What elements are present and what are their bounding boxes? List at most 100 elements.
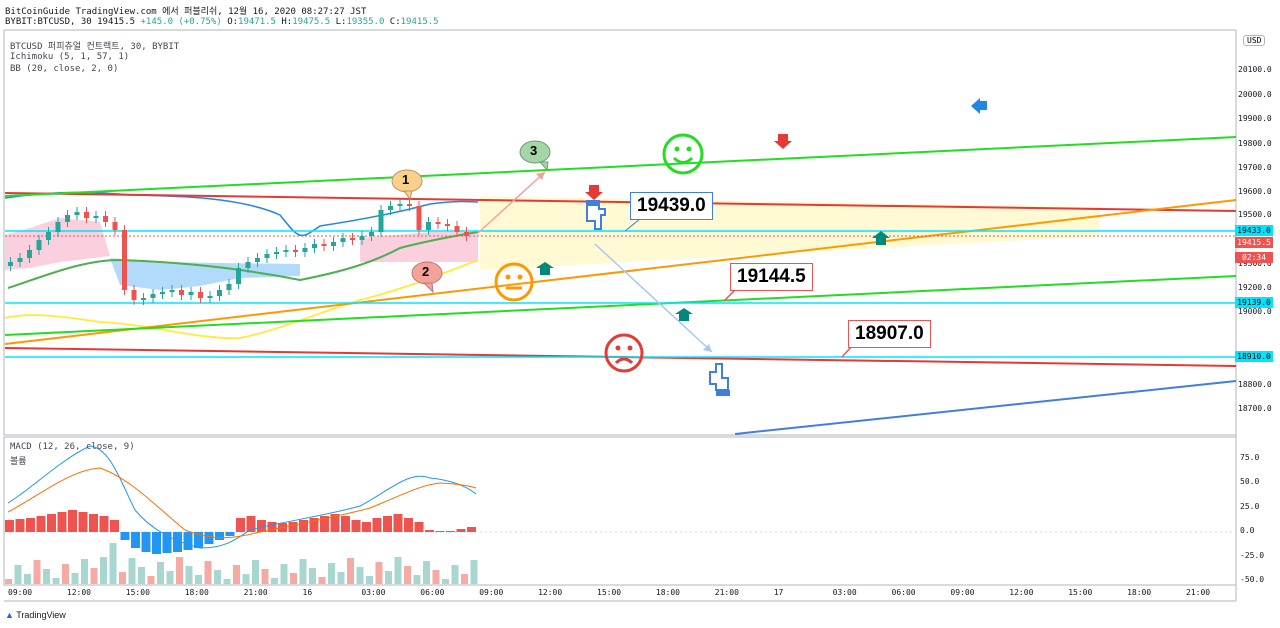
macd-hist-bar	[68, 510, 77, 532]
volume-bar	[119, 572, 126, 584]
candle-body	[312, 244, 317, 248]
time-tick: 18:00	[655, 588, 680, 597]
pointing-hand-down-icon	[709, 363, 730, 396]
candle-body	[321, 244, 327, 246]
candle-body	[302, 248, 308, 252]
candle-body	[331, 242, 336, 246]
pointing-hand-icon	[586, 200, 606, 230]
volume-bar	[404, 566, 411, 584]
volume-bar	[356, 567, 364, 584]
volume-bar	[261, 569, 269, 584]
candle-body	[245, 262, 251, 268]
bubble-1-label: 1	[402, 172, 410, 187]
time-tick: 17	[773, 588, 784, 597]
time-tick: 06:00	[891, 588, 916, 597]
macd-hist-bar	[330, 514, 340, 532]
macd-hist-bar	[446, 531, 455, 532]
volume-bar	[166, 571, 174, 584]
candle-body	[36, 240, 42, 250]
macd-hist-bar	[194, 532, 203, 548]
arrow-up-icon-3	[872, 231, 890, 245]
candle-body	[435, 222, 441, 224]
macd-tick: 50.0	[1240, 477, 1260, 486]
price-tag: 18910.0	[1235, 351, 1273, 362]
candle-body	[65, 215, 70, 222]
currency-button[interactable]: USD	[1243, 35, 1266, 46]
bubble-1	[391, 169, 423, 201]
blue-trend-line	[734, 380, 1237, 435]
macd-pane-frame	[3, 436, 1237, 586]
projection-down-arrow	[594, 243, 713, 353]
time-tick: 12:00	[1009, 588, 1034, 597]
last-price: 19415.5	[97, 17, 136, 27]
volume-bar	[204, 561, 212, 584]
candle-body	[255, 258, 260, 262]
bubble-3-label: 3	[530, 143, 538, 158]
candle-body	[179, 290, 184, 295]
macd-tick: 25.0	[1240, 502, 1260, 511]
macd-hist-bar	[320, 516, 329, 532]
candle-body	[369, 232, 374, 236]
macd-hist-bar	[362, 522, 371, 532]
legend-ichimoku[interactable]: Ichimoku (5, 1, 57, 1)	[10, 52, 130, 62]
macd-line	[7, 445, 477, 549]
candle-body	[274, 252, 279, 254]
macd-hist-bar	[288, 522, 298, 532]
legend-bb[interactable]: BB (20, close, 2, 0)	[10, 64, 119, 74]
candle-body	[93, 216, 99, 218]
legend-volume[interactable]: 볼륨	[10, 457, 27, 467]
price-tick: 19900.0	[1238, 114, 1272, 123]
macd-hist-bar	[351, 520, 361, 532]
smiley-happy-icon	[662, 133, 704, 175]
macd-hist-bar	[141, 532, 151, 552]
volume-bars	[5, 543, 478, 584]
macd-hist-bar	[257, 520, 266, 532]
candle-body	[150, 294, 156, 298]
volume-bar	[33, 560, 41, 584]
arrow-up-icon-2	[675, 308, 693, 321]
candle-body	[378, 210, 384, 232]
candle-body	[141, 298, 146, 300]
candle-body	[27, 250, 32, 258]
legend-macd[interactable]: MACD (12, 26, close, 9)	[10, 442, 135, 452]
volume-bar	[432, 570, 440, 584]
price-tag: 02:34	[1235, 252, 1273, 263]
c-value: 19415.5	[400, 17, 439, 27]
volume-bar	[470, 560, 478, 584]
macd-hist-bar	[36, 516, 46, 532]
time-tick: 09:00	[8, 588, 33, 597]
time-tick: 18:00	[184, 588, 209, 597]
volume-bar	[451, 565, 459, 584]
volume-bar	[14, 565, 22, 584]
volume-bar	[214, 570, 221, 584]
macd-hist-bar	[246, 516, 256, 532]
candle-body	[17, 258, 23, 262]
volume-bar	[328, 563, 335, 584]
volume-bar	[176, 557, 183, 584]
projection-up-arrow	[477, 171, 546, 234]
l-value: 19355.0	[346, 17, 385, 27]
bubble-3	[519, 140, 551, 172]
macd-tick: -25.0	[1240, 551, 1265, 560]
macd-hist-bar	[183, 532, 193, 550]
macd-hist-bar	[15, 519, 25, 532]
volume-bar	[81, 559, 88, 584]
time-tick: 16	[302, 588, 313, 597]
price-callout-19144: 19144.5	[730, 263, 813, 291]
volume-bar	[337, 572, 345, 584]
candle-body	[407, 204, 412, 206]
footer-brand[interactable]: ▲ TradingView	[5, 610, 66, 620]
macd-hist-bar	[383, 516, 392, 532]
volume-bar	[242, 574, 250, 584]
candle-body	[84, 212, 89, 218]
volume-bar	[423, 561, 430, 584]
bubble-2	[411, 261, 443, 294]
candle-body	[74, 212, 80, 215]
candle-body	[464, 232, 469, 236]
symbol-label: BYBIT:BTCUSD, 30	[5, 17, 92, 27]
macd-hist-bar	[309, 518, 319, 532]
time-tick: 15:00	[125, 588, 150, 597]
legend-main[interactable]: BTCUSD 퍼피츄얼 컨트랙트, 30, BYBIT	[10, 42, 180, 52]
time-tick: 21:00	[243, 588, 268, 597]
